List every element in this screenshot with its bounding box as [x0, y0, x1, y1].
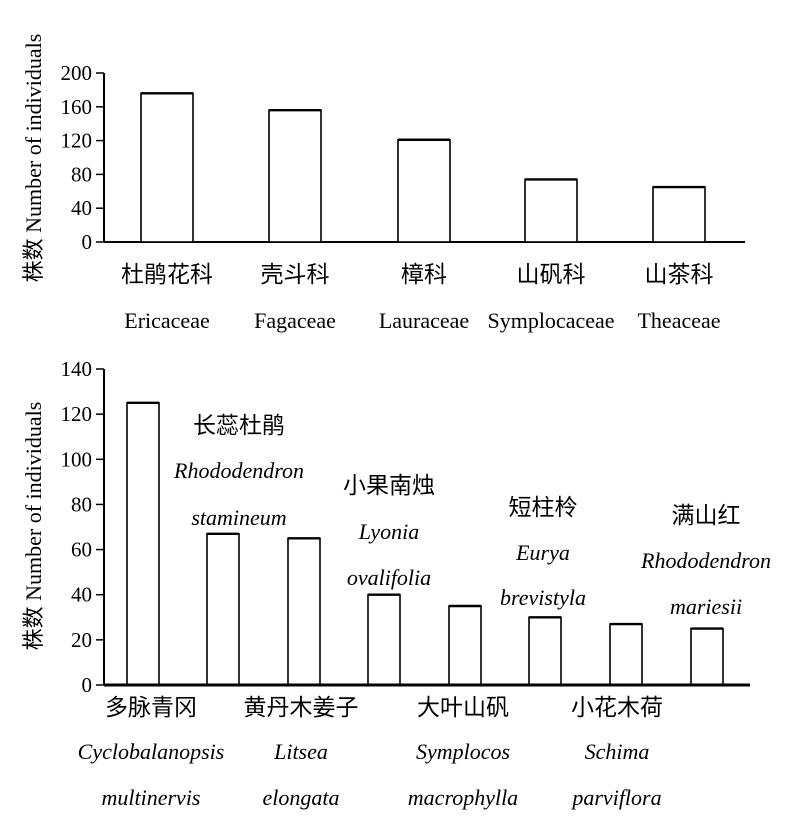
chart2-y-tick-label: 140	[61, 357, 93, 381]
chart2-species-zh: 小花木荷	[571, 695, 663, 720]
chart1-y-tick-label: 200	[61, 61, 93, 85]
chart2-species-zh: 黄丹木姜子	[244, 695, 359, 720]
chart2-bar	[609, 623, 643, 686]
chart2-bar	[528, 616, 562, 686]
chart1-category-zh: 樟科	[401, 262, 447, 287]
chart1-category-en: Ericaceae	[124, 308, 209, 333]
chart2-species-genus: Cyclobalanopsis	[78, 739, 225, 764]
chart2-species-genus: Rhododendron	[640, 548, 771, 573]
chart2-species-genus: Litsea	[273, 739, 328, 764]
chart1-bar	[268, 109, 322, 243]
chart2-bar	[126, 402, 160, 686]
chart2-species-epithet: parviflora	[570, 785, 661, 810]
chart2-bar	[367, 593, 401, 686]
chart2-species-zh: 大叶山矾	[417, 695, 509, 720]
chart1-bar	[524, 178, 578, 243]
chart1-y-tick-label: 160	[61, 95, 93, 119]
chart1-category-en: Lauraceae	[379, 308, 469, 333]
chart2-bar	[287, 537, 321, 686]
chart1-category-zh: 壳斗科	[261, 262, 330, 287]
chart1-bar	[652, 186, 706, 243]
chart1-bar	[397, 138, 451, 243]
chart2-species-zh: 短柱柃	[509, 495, 578, 520]
chart1-category-en: Symplocaceae	[487, 308, 614, 333]
chart1-category-en: Fagaceae	[254, 308, 336, 333]
chart2-y-tick-label: 120	[61, 402, 93, 426]
chart2-y-tick-label: 0	[82, 673, 93, 697]
chart2-species-epithet: mariesii	[670, 594, 742, 619]
chart2-bar	[206, 532, 240, 686]
chart2-species-zh: 多脉青冈	[105, 695, 197, 720]
chart2-species-epithet: brevistyla	[500, 585, 586, 610]
chart1-y-axis-label: 株数 Number of individuals	[21, 34, 46, 283]
chart1-y-tick-label: 0	[82, 230, 93, 254]
chart2-species-epithet: elongata	[263, 785, 340, 810]
chart2-species-genus: Rhododendron	[173, 458, 304, 483]
chart2-y-tick-label: 100	[61, 447, 93, 471]
chart1-y-tick-label: 40	[71, 196, 92, 220]
chart2-species-zh: 满山红	[672, 503, 741, 528]
chart1-category-zh: 山矾科	[517, 262, 586, 287]
chart2-species-epithet: macrophylla	[408, 785, 518, 810]
chart2-y-axis-label: 株数 Number of individuals	[21, 402, 46, 651]
chart2-species-epithet: multinervis	[102, 785, 201, 810]
chart2-species-genus: Eurya	[515, 540, 570, 565]
chart2-species-epithet: stamineum	[191, 505, 286, 530]
chart2-y-tick-label: 40	[71, 583, 92, 607]
chart1-category-zh: 山茶科	[645, 262, 714, 287]
chart1-y-tick-label: 80	[71, 162, 92, 186]
chart2-y-tick-label: 80	[71, 492, 92, 516]
chart2-y-tick-label: 20	[71, 628, 92, 652]
chart2-species-genus: Schima	[585, 739, 650, 764]
chart2-bar	[690, 627, 724, 686]
chart2-species-zh: 长蕊杜鹃	[193, 413, 285, 438]
chart1-category-zh: 杜鹃花科	[121, 262, 213, 287]
chart2-species-genus: Lyonia	[358, 519, 419, 544]
chart1-y-tick-label: 120	[61, 129, 93, 153]
chart2-species-epithet: ovalifolia	[347, 565, 431, 590]
chart1-category-en: Theaceae	[637, 308, 720, 333]
chart2-y-tick-label: 60	[71, 538, 92, 562]
chart2-bar	[448, 605, 482, 686]
chart1-bar	[140, 92, 194, 243]
chart2-species-genus: Symplocos	[416, 739, 510, 764]
chart2-species-zh: 小果南烛	[343, 473, 435, 498]
